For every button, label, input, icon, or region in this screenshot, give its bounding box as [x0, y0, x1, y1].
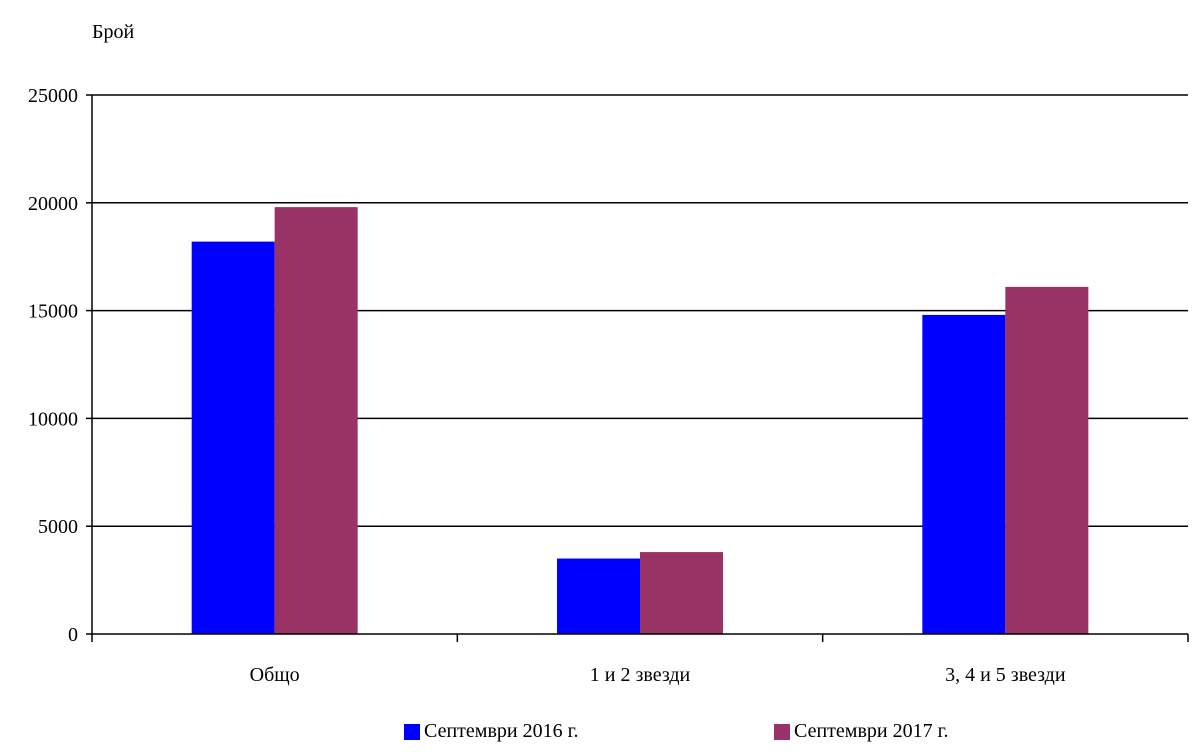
legend-label-2016: Септември 2016 г.	[424, 720, 579, 742]
legend-item-2017: Септември 2017 г.	[774, 720, 949, 743]
bar-2017-1	[640, 552, 723, 634]
y-tick-label-5000: 5000	[38, 516, 78, 538]
bar-2016-2	[922, 314, 1006, 634]
x-tick-labels: Общо 1 и 2 звезди 3, 4 и 5 звезди	[250, 664, 1066, 686]
legend-label-2017: Септември 2017 г.	[794, 720, 949, 742]
bars	[191, 207, 1089, 634]
y-tick-labels: 0 5000 10000 15000 20000 25000	[28, 85, 78, 646]
y-tick-label-0: 0	[68, 624, 78, 646]
bar-2017-2	[1005, 286, 1089, 634]
bar-2017-0	[274, 207, 358, 634]
bar-2016-1	[557, 558, 640, 634]
bar-chart: Брой 0 5000 10000 15000 20000 25000 Общо 1 и 2…	[28, 21, 1189, 686]
y-tick-label-25000: 25000	[28, 85, 78, 107]
x-tick-label-0: Общо	[250, 664, 300, 686]
x-tick-label-1: 1 и 2 звезди	[590, 664, 691, 686]
y-tick-label-15000: 15000	[28, 301, 78, 323]
bar-2016-0	[191, 241, 275, 634]
legend-swatch-2017	[774, 723, 790, 740]
x-tick-label-2: 3, 4 и 5 звезди	[945, 664, 1066, 686]
y-axis-label: Брой	[92, 21, 134, 43]
legend-item-2016: Септември 2016 г.	[404, 720, 579, 743]
y-tick-label-20000: 20000	[28, 193, 78, 215]
legend-swatch-2016	[404, 723, 420, 740]
axes	[86, 94, 1189, 642]
y-tick-label-10000: 10000	[28, 408, 78, 430]
legend: Септември 2016 г. Септември 2017 г.	[0, 720, 1196, 754]
